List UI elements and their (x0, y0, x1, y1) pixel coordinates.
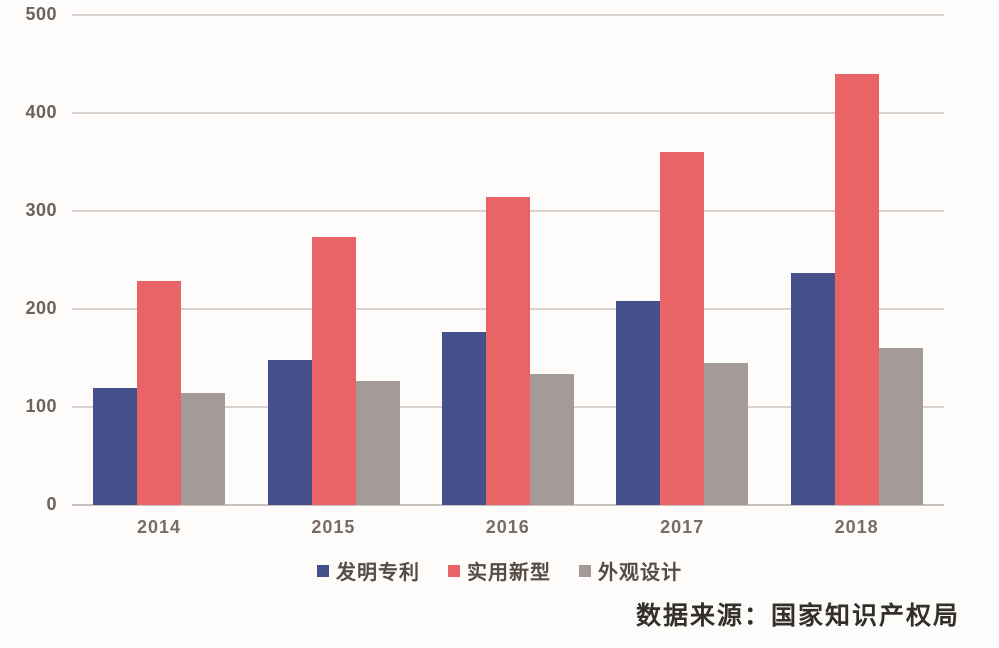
bar-design-patent-2017 (704, 362, 749, 505)
x-axis-baseline (72, 504, 944, 506)
bar-invention-patent-2018 (790, 272, 835, 505)
y-axis-tick-label-200: 200 (25, 298, 57, 318)
y-axis-tick-label-0: 0 (46, 494, 57, 514)
gridline-y-400 (72, 112, 944, 114)
gridline-y-500 (72, 14, 944, 16)
y-axis-tick-label-400: 400 (25, 102, 57, 122)
bar-utility-model-2014 (137, 280, 182, 505)
x-axis-label-2014: 2014 (136, 517, 182, 537)
bar-utility-model-2018 (834, 73, 879, 505)
data-source-note: 数据来源：国家知识产权局 (635, 603, 960, 630)
y-axis-tick-label-100: 100 (25, 396, 57, 416)
legend-item-invention-patent: 发明专利 (317, 556, 420, 585)
legend-item-design-patent: 外观设计 (579, 556, 682, 585)
bar-invention-patent-2014 (93, 388, 138, 505)
y-axis-tick-label-500: 500 (25, 4, 57, 24)
legend-swatch-utility-model (448, 564, 460, 577)
x-axis-label-2016: 2016 (485, 517, 530, 537)
chart-legend: 发明专利 实用新型 外观设计 (0, 556, 999, 585)
bar-utility-model-2017 (660, 152, 705, 505)
bar-design-patent-2014 (181, 393, 226, 505)
y-axis-tick-label-300: 300 (25, 200, 57, 220)
bar-design-patent-2016 (530, 373, 574, 505)
bar-invention-patent-2016 (442, 331, 486, 505)
x-axis-label-2015: 2015 (311, 517, 356, 537)
legend-label-invention-patent: 发明专利 (336, 562, 420, 584)
bar-invention-patent-2015 (267, 359, 312, 505)
bar-utility-model-2016 (486, 197, 530, 505)
legend-swatch-design-patent (579, 564, 591, 577)
x-axis-label-2018: 2018 (834, 517, 879, 537)
bar-design-patent-2015 (355, 380, 400, 505)
legend-label-utility-model: 实用新型 (467, 562, 551, 584)
bar-design-patent-2018 (878, 348, 923, 505)
legend-label-design-patent: 外观设计 (598, 562, 682, 584)
legend-swatch-invention-patent (317, 564, 329, 577)
x-axis-label-2017: 2017 (660, 517, 705, 537)
legend-item-utility-model: 实用新型 (448, 556, 551, 585)
bar-utility-model-2015 (311, 237, 356, 505)
bar-invention-patent-2017 (616, 301, 661, 505)
